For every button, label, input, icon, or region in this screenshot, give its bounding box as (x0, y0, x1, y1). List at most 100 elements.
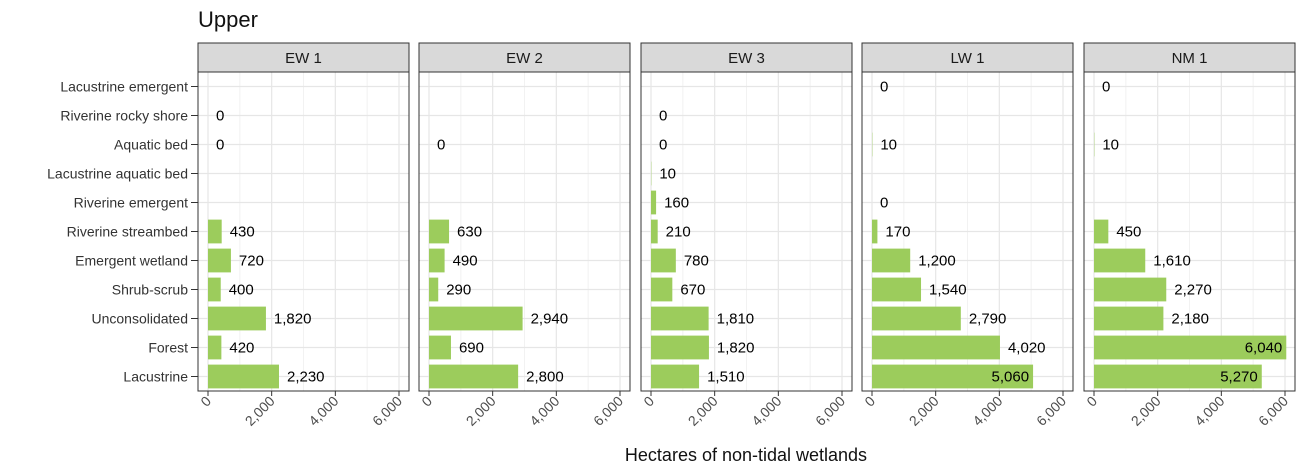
panel-border (640, 71, 853, 392)
bar (651, 277, 673, 302)
facet-strip (197, 42, 410, 73)
data-label: 670 (680, 282, 705, 299)
x-tick-label: 4,000 (748, 393, 784, 429)
facet-panel: NM 1 0 10 450 1,610 2,270 2,180 6,040 5,270 0 2,00… (1083, 42, 1296, 429)
bar (872, 364, 1034, 389)
facet-strip-label: NM 1 (1172, 50, 1208, 67)
category-label: Lacustrine aquatic bed (47, 166, 188, 182)
data-label: 0 (880, 79, 888, 96)
data-label: 430 (230, 224, 255, 241)
data-label: 420 (229, 340, 254, 357)
facet-strip (1083, 42, 1296, 73)
x-tick-label: 4,000 (526, 393, 562, 429)
x-tick-label: 6,000 (369, 393, 405, 429)
data-label: 2,230 (287, 369, 325, 386)
bar (651, 248, 676, 273)
data-label: 450 (1116, 224, 1141, 241)
bar (208, 364, 279, 389)
bar (651, 190, 657, 215)
bar (429, 219, 450, 244)
data-label: 0 (659, 137, 667, 154)
data-label: 690 (459, 340, 484, 357)
x-tick-label: 6,000 (812, 393, 848, 429)
bar (1094, 219, 1109, 244)
x-tick-label: 2,000 (463, 393, 499, 429)
data-label: 5,060 (992, 369, 1030, 386)
x-tick-label: 4,000 (969, 393, 1005, 429)
bar (651, 219, 658, 244)
data-label: 1,200 (918, 253, 956, 270)
data-label: 780 (684, 253, 709, 270)
bar (872, 219, 878, 244)
facet-strip (640, 42, 853, 73)
bar (429, 364, 519, 389)
x-tick-label: 0 (861, 393, 878, 410)
x-tick-label: 6,000 (590, 393, 626, 429)
category-label: Unconsolidated (91, 311, 188, 327)
facet-panels: EW 1 0 0 430 720 400 1,820 420 2,230 0 2,000 4,000 6… (197, 42, 1296, 429)
facet-panel: EW 2 0 630 490 290 2,940 690 2,800 0 2,000 4,000 6,… (418, 42, 631, 429)
facet-strip-label: EW 3 (728, 50, 765, 67)
chart-title: Upper (198, 7, 258, 32)
category-label: Lacustrine emergent (60, 79, 188, 95)
category-label: Emergent wetland (75, 253, 188, 269)
data-label: 1,510 (707, 369, 745, 386)
data-label: 1,610 (1153, 253, 1191, 270)
x-tick-label: 6,000 (1255, 393, 1291, 429)
facet-panel: EW 3 0 0 10 160 210 780 670 1,810 1,820 1,510 0 2,00… (640, 42, 853, 429)
facet-strip-label: EW 1 (285, 50, 322, 67)
data-label: 1,820 (274, 311, 312, 328)
data-label: 10 (1102, 137, 1119, 154)
bar (429, 248, 445, 273)
bar (429, 277, 439, 302)
panel-border (1083, 71, 1296, 392)
data-label: 10 (880, 137, 897, 154)
category-label: Shrub-scrub (112, 282, 188, 298)
data-label: 5,270 (1220, 369, 1258, 386)
data-label: 10 (659, 166, 676, 183)
x-tick-label: 0 (640, 393, 657, 410)
category-label: Aquatic bed (114, 137, 188, 153)
category-label: Riverine streambed (67, 224, 188, 240)
data-label: 1,540 (929, 282, 967, 299)
bar (872, 335, 1000, 360)
x-tick-label: 0 (197, 393, 214, 410)
x-tick-label: 0 (1083, 393, 1100, 410)
bar (1094, 277, 1167, 302)
bar (208, 219, 222, 244)
data-label: 290 (446, 282, 471, 299)
bar (872, 277, 922, 302)
facet-strip (861, 42, 1074, 73)
x-tick-label: 2,000 (906, 393, 942, 429)
bar (208, 248, 231, 273)
data-label: 2,800 (526, 369, 564, 386)
x-tick-label: 0 (418, 393, 435, 410)
panel-border (418, 71, 631, 392)
data-label: 2,790 (969, 311, 1007, 328)
facet-panel: EW 1 0 0 430 720 400 1,820 420 2,230 0 2,000 4,000 6… (197, 42, 410, 429)
data-label: 6,040 (1245, 340, 1283, 357)
category-axis-labels: Lacustrine emergent Riverine rocky shore A… (47, 79, 198, 385)
panel-border (861, 71, 1074, 392)
data-label: 720 (239, 253, 264, 270)
x-tick-label: 4,000 (1191, 393, 1227, 429)
data-label: 2,270 (1174, 282, 1212, 299)
data-label: 210 (666, 224, 691, 241)
x-tick-label: 2,000 (242, 393, 278, 429)
data-label: 170 (885, 224, 910, 241)
data-label: 630 (457, 224, 482, 241)
bar (1094, 306, 1164, 331)
data-label: 1,810 (717, 311, 755, 328)
bar (651, 335, 709, 360)
data-label: 4,020 (1008, 340, 1046, 357)
data-label: 490 (453, 253, 478, 270)
panel-border (197, 71, 410, 392)
data-label: 0 (216, 137, 224, 154)
data-label: 1,820 (717, 340, 755, 357)
bar (1094, 364, 1262, 389)
facet-strip-label: LW 1 (951, 50, 985, 67)
x-tick-label: 2,000 (685, 393, 721, 429)
category-label: Lacustrine (123, 369, 188, 385)
